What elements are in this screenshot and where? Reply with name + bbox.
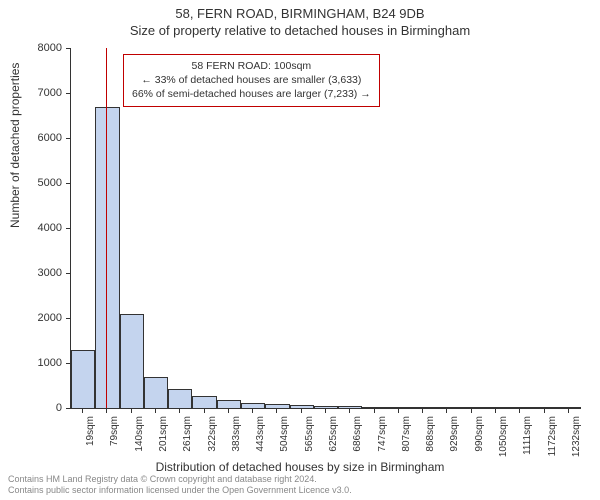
x-tick-mark [398, 409, 399, 413]
histogram-bar [460, 407, 484, 408]
histogram-bar [532, 407, 556, 408]
y-tick-label: 0 [12, 402, 62, 414]
callout-line: 58 FERN ROAD: 100sqm [132, 59, 371, 73]
x-tick-mark [179, 409, 180, 413]
histogram-bar [217, 400, 241, 408]
y-tick-label: 5000 [12, 177, 62, 189]
x-tick-mark [252, 409, 253, 413]
y-tick-label: 4000 [12, 222, 62, 234]
x-axis-label: Distribution of detached houses by size … [0, 460, 600, 474]
x-tick-mark [422, 409, 423, 413]
y-tick-label: 2000 [12, 312, 62, 324]
y-tick-label: 8000 [12, 42, 62, 54]
y-tick-label: 6000 [12, 132, 62, 144]
x-tick-mark [106, 409, 107, 413]
y-tick-mark [66, 93, 70, 94]
y-tick-mark [66, 273, 70, 274]
title-line1: 58, FERN ROAD, BIRMINGHAM, B24 9DB [0, 6, 600, 21]
callout-box: 58 FERN ROAD: 100sqm← 33% of detached ho… [123, 54, 380, 107]
x-tick-mark [544, 409, 545, 413]
y-tick-mark [66, 228, 70, 229]
histogram-bar [338, 406, 362, 408]
histogram-bar [290, 405, 314, 408]
x-tick-mark [374, 409, 375, 413]
histogram-bar [168, 389, 192, 408]
y-tick-mark [66, 183, 70, 184]
title-line2: Size of property relative to detached ho… [0, 23, 600, 38]
y-tick-mark [66, 363, 70, 364]
histogram-bar [265, 404, 289, 408]
x-tick-mark [519, 409, 520, 413]
histogram-bar [508, 407, 532, 408]
callout-line: 66% of semi-detached houses are larger (… [132, 87, 371, 101]
y-tick-mark [66, 408, 70, 409]
footer: Contains HM Land Registry data © Crown c… [8, 474, 352, 497]
histogram-bar [557, 407, 581, 408]
histogram-bar [71, 350, 95, 409]
x-tick-mark [155, 409, 156, 413]
histogram-bar [387, 407, 411, 408]
histogram-bar [120, 314, 144, 409]
x-tick-mark [131, 409, 132, 413]
x-tick-mark [568, 409, 569, 413]
property-marker-line [106, 48, 107, 408]
y-tick-label: 7000 [12, 87, 62, 99]
histogram-bar [144, 377, 168, 409]
x-tick-mark [276, 409, 277, 413]
histogram-bar [411, 407, 435, 408]
x-tick-mark [228, 409, 229, 413]
x-tick-mark [301, 409, 302, 413]
x-tick-mark [204, 409, 205, 413]
y-tick-label: 1000 [12, 357, 62, 369]
x-tick-mark [349, 409, 350, 413]
y-tick-mark [66, 318, 70, 319]
footer-line2: Contains public sector information licen… [8, 485, 352, 496]
histogram-bar [95, 107, 119, 409]
plot-area: 58 FERN ROAD: 100sqm← 33% of detached ho… [70, 48, 581, 409]
histogram-bar [241, 403, 265, 408]
x-tick-mark [495, 409, 496, 413]
histogram-bar [314, 406, 338, 408]
histogram-bar [484, 407, 508, 408]
x-tick-mark [471, 409, 472, 413]
x-tick-mark [446, 409, 447, 413]
y-tick-mark [66, 138, 70, 139]
x-tick-mark [82, 409, 83, 413]
chart-container: 58, FERN ROAD, BIRMINGHAM, B24 9DB Size … [0, 0, 600, 500]
footer-line1: Contains HM Land Registry data © Crown c… [8, 474, 352, 485]
histogram-bar [435, 407, 459, 408]
callout-line: ← 33% of detached houses are smaller (3,… [132, 73, 371, 87]
histogram-bar [192, 396, 216, 408]
y-tick-label: 3000 [12, 267, 62, 279]
y-tick-mark [66, 48, 70, 49]
histogram-bar [362, 407, 386, 408]
x-tick-mark [325, 409, 326, 413]
